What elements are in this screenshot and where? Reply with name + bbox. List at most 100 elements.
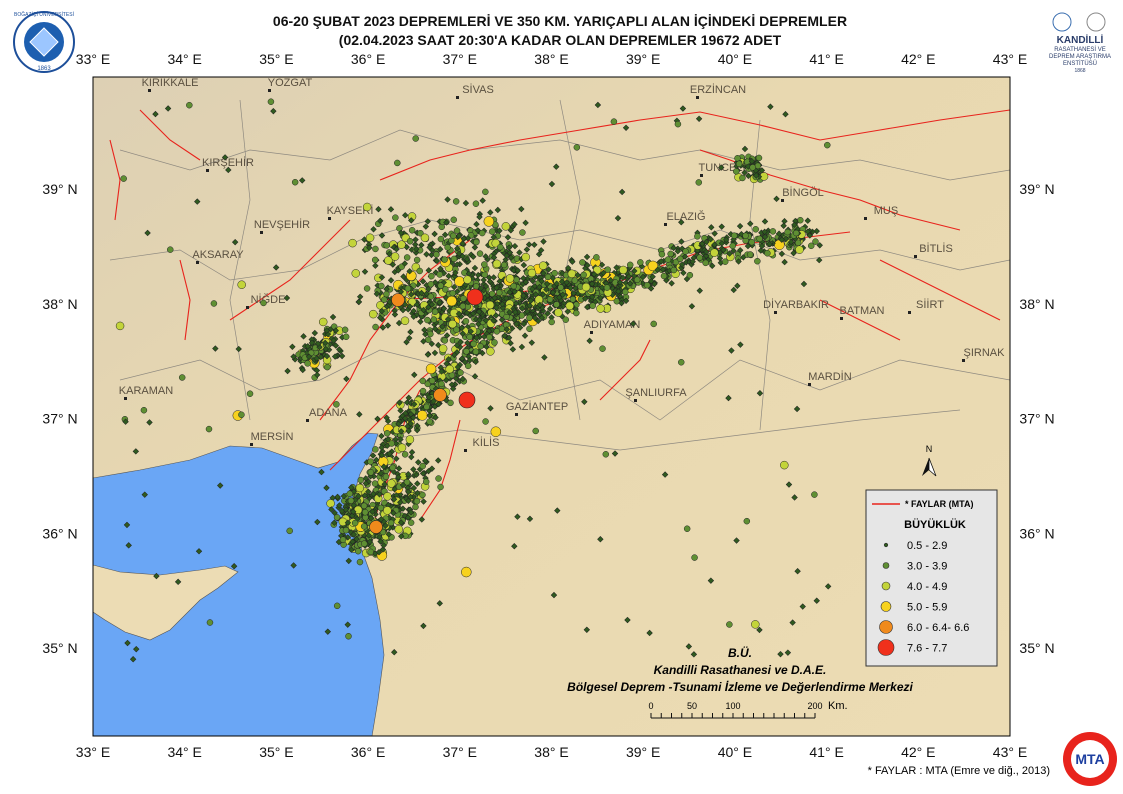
quake: [438, 344, 448, 353]
quake: [413, 301, 421, 308]
quake: [529, 277, 537, 285]
quake: [626, 261, 634, 269]
quake: [230, 563, 238, 570]
quake: [436, 271, 444, 278]
quake: [322, 345, 329, 353]
quake: [581, 282, 591, 292]
quake: [360, 523, 368, 530]
quake: [683, 525, 691, 532]
quake: [167, 246, 174, 253]
quake: [756, 235, 763, 243]
quake: [543, 286, 550, 293]
quake: [549, 274, 556, 282]
quake: [397, 407, 404, 414]
quake: [428, 272, 435, 280]
quake: [422, 478, 430, 485]
quake: [378, 232, 386, 239]
quake: [324, 628, 331, 635]
quake: [503, 326, 511, 333]
quake: [402, 415, 409, 422]
quake: [426, 244, 433, 251]
quake: [490, 426, 502, 437]
quake: [387, 519, 395, 527]
quake: [748, 158, 756, 165]
x-tick-label: 42° E: [901, 51, 935, 67]
quake: [505, 274, 515, 283]
quake: [407, 420, 414, 427]
quake: [391, 293, 405, 307]
quake: [597, 294, 604, 302]
quake: [336, 346, 343, 353]
quake: [507, 227, 515, 234]
city-label: BATMAN: [839, 305, 884, 317]
quake: [511, 543, 518, 550]
quake: [507, 254, 515, 261]
quake: [421, 326, 428, 334]
quake: [764, 250, 771, 257]
city-marker: [456, 96, 459, 99]
quake: [646, 629, 653, 637]
quake: [602, 451, 610, 458]
quake: [345, 557, 352, 565]
x-tick-label: 37° E: [443, 51, 477, 67]
quake: [313, 355, 320, 362]
quake: [419, 491, 426, 499]
quake: [483, 343, 490, 350]
quake: [412, 236, 419, 243]
x-tick-label: 43° E: [993, 744, 1027, 760]
quake: [129, 656, 137, 663]
quake: [567, 269, 577, 279]
quake: [361, 509, 369, 516]
quake: [178, 374, 186, 381]
quake: [789, 619, 796, 626]
quake: [308, 339, 316, 347]
quake: [489, 228, 496, 235]
quake: [678, 261, 686, 268]
quake: [289, 343, 296, 350]
quake: [590, 271, 598, 278]
quake: [696, 254, 703, 261]
quake: [375, 206, 382, 213]
quake: [322, 339, 329, 347]
quake: [397, 436, 404, 443]
quake: [757, 247, 764, 254]
quake: [792, 229, 800, 237]
quake: [419, 278, 427, 285]
quake: [299, 366, 306, 374]
quake: [383, 506, 392, 515]
quake: [592, 265, 602, 275]
mta-text: MTA: [1075, 751, 1104, 767]
quake: [453, 261, 461, 268]
quake: [380, 463, 387, 470]
quake: [501, 222, 511, 231]
quake: [235, 345, 242, 353]
city-marker: [306, 419, 309, 422]
quake: [497, 243, 504, 251]
quake: [813, 597, 820, 604]
quake: [741, 169, 748, 176]
quake: [493, 304, 500, 311]
quake: [425, 394, 433, 401]
quake: [615, 288, 622, 295]
y-tick-label: 39° N: [1019, 181, 1054, 197]
quake: [781, 258, 788, 266]
quake: [496, 227, 503, 234]
quake: [344, 519, 352, 526]
legend-label: 6.0 - 6.4- 6.6: [907, 622, 969, 634]
quake: [455, 232, 463, 239]
quake: [824, 583, 832, 590]
legend-label: 4.0 - 4.9: [907, 581, 947, 593]
quake: [411, 371, 418, 379]
quake: [347, 497, 355, 504]
quake: [696, 287, 703, 294]
quake: [441, 337, 449, 344]
quake: [775, 230, 783, 237]
quake: [343, 375, 350, 383]
quake: [761, 233, 769, 241]
quake: [487, 209, 494, 216]
quake: [654, 266, 661, 274]
quake: [520, 320, 528, 328]
city-label: KIRŞEHİR: [202, 156, 254, 169]
quake: [631, 267, 638, 275]
quake: [330, 337, 337, 344]
